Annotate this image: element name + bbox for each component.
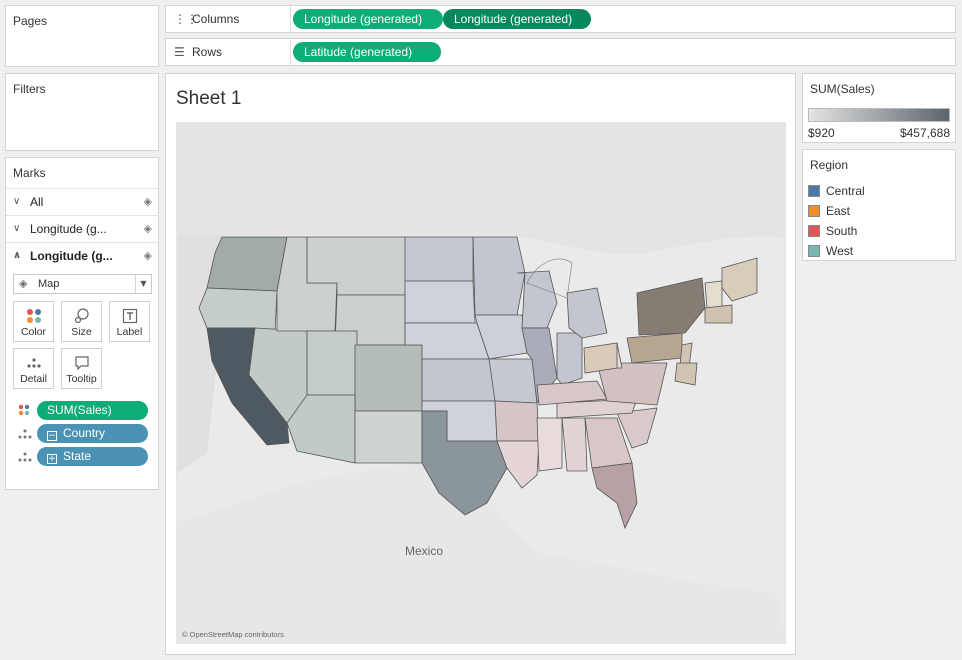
- filters-panel[interactable]: Filters: [5, 73, 159, 151]
- color-button[interactable]: Color: [13, 301, 54, 342]
- size-button[interactable]: Size: [61, 301, 102, 342]
- sheet-view: Sheet 1: [165, 73, 796, 655]
- rows-label-text: Rows: [192, 45, 223, 59]
- columns-shelf-label: ⋮⋮Columns: [166, 6, 291, 32]
- region-item-central[interactable]: Central: [808, 184, 865, 200]
- marks-card-all[interactable]: ∨ All ◈: [6, 188, 159, 215]
- expand-icon[interactable]: +: [47, 454, 57, 464]
- marks-panel: Marks ∨ All ◈ ∨ Longitude (g... ◈ ∧ Long…: [5, 157, 159, 490]
- size-icon: [62, 302, 101, 324]
- region-legend-title: Region: [810, 158, 849, 172]
- country-pill[interactable]: − Country: [37, 424, 148, 443]
- region-west: [198, 236, 423, 464]
- detail-dots-icon: [18, 428, 32, 443]
- region-label: West: [826, 244, 854, 258]
- detail-button-label: Detail: [20, 373, 47, 385]
- mark-type-value: Map: [38, 278, 60, 290]
- region-label: South: [826, 224, 858, 238]
- latitude-pill[interactable]: Latitude (generated): [293, 42, 441, 62]
- sheet-title[interactable]: Sheet 1: [176, 88, 242, 109]
- longitude-pill-1[interactable]: Longitude (generated): [293, 9, 443, 29]
- tooltip-button[interactable]: Tooltip: [61, 348, 102, 389]
- pill-label: Longitude (generated): [454, 12, 573, 26]
- chevron-down-icon: ∨: [13, 223, 21, 234]
- marks-card-label: Longitude (g...: [30, 222, 107, 236]
- pages-panel[interactable]: Pages: [5, 5, 159, 67]
- tooltip-icon: [62, 349, 101, 371]
- map-view[interactable]: Mexico © OpenStreetMap contributors: [176, 122, 786, 644]
- tooltip-button-label: Tooltip: [66, 373, 97, 385]
- map-icon: ◈: [19, 277, 28, 290]
- pill-label: Country: [63, 426, 106, 440]
- chevron-up-icon: ∧: [13, 250, 22, 261]
- collapse-icon[interactable]: −: [47, 431, 57, 441]
- pages-title: Pages: [13, 14, 48, 28]
- color-dots-icon: [18, 404, 30, 419]
- text-label-icon: [110, 302, 149, 324]
- region-item-south[interactable]: South: [808, 224, 857, 240]
- columns-label-text: Columns: [192, 12, 240, 26]
- map-icon: ◈: [143, 195, 152, 208]
- swatch-east: [808, 205, 820, 217]
- swatch-west: [808, 245, 820, 257]
- columns-shelf[interactable]: ⋮⋮Columns Longitude (generated) Longitud…: [165, 5, 956, 33]
- marks-card-label: Longitude (g...: [30, 249, 113, 263]
- size-button-label: Size: [71, 326, 92, 338]
- mark-type-dropdown[interactable]: ◈ Map ▼: [13, 274, 152, 294]
- region-label: Central: [826, 184, 865, 198]
- pill-label: State: [63, 449, 92, 463]
- detail-dots-icon: [14, 349, 53, 371]
- label-button-label: Label: [116, 326, 143, 338]
- sales-legend-max: $457,688: [899, 126, 950, 140]
- columns-icon: ⋮⋮: [174, 12, 198, 26]
- marks-card-longitude-2[interactable]: ∧ Longitude (g... ◈: [6, 242, 159, 269]
- sales-legend: SUM(Sales) $920 $457,688: [802, 73, 956, 143]
- map-attribution: © OpenStreetMap contributors: [182, 630, 284, 639]
- swatch-south: [808, 225, 820, 237]
- map-icon: ◈: [143, 222, 152, 235]
- sales-gradient-bar: [808, 108, 950, 122]
- rows-icon: ☰: [174, 45, 185, 59]
- label-button[interactable]: Label: [109, 301, 150, 342]
- map-icon: ◈: [143, 249, 152, 262]
- region-central: [404, 236, 608, 516]
- marks-title: Marks: [13, 166, 46, 180]
- pill-label: Latitude (generated): [304, 45, 413, 59]
- caret-down-icon: ▼: [135, 275, 151, 293]
- region-east: [583, 257, 758, 386]
- region-legend: Region Central East South West: [802, 149, 956, 261]
- mexico-label: Mexico: [405, 544, 443, 558]
- sum-sales-pill[interactable]: SUM(Sales): [37, 401, 148, 420]
- region-item-west[interactable]: West: [808, 244, 853, 260]
- marks-card-label: All: [30, 195, 44, 209]
- color-dots-icon: [14, 302, 53, 324]
- region-item-east[interactable]: East: [808, 204, 850, 220]
- rows-shelf[interactable]: ☰ Rows Latitude (generated): [165, 38, 956, 66]
- chevron-down-icon: ∨: [13, 196, 21, 207]
- region-label: East: [826, 204, 851, 218]
- swatch-central: [808, 185, 820, 197]
- color-button-label: Color: [20, 326, 47, 338]
- pill-label: Longitude (generated): [304, 12, 423, 26]
- sales-legend-min: $920: [808, 126, 835, 140]
- pill-label: SUM(Sales): [47, 403, 112, 417]
- map-canvas: Mexico: [177, 123, 785, 643]
- region-south: [494, 342, 668, 530]
- filters-title: Filters: [13, 82, 46, 96]
- detail-dots-icon: [18, 451, 32, 466]
- sales-legend-title: SUM(Sales): [810, 82, 875, 96]
- state-pill[interactable]: + State: [37, 447, 148, 466]
- rows-shelf-label: ☰ Rows: [166, 39, 291, 65]
- longitude-pill-2[interactable]: Longitude (generated): [443, 9, 591, 29]
- marks-card-longitude-1[interactable]: ∨ Longitude (g... ◈: [6, 215, 159, 242]
- detail-button[interactable]: Detail: [13, 348, 54, 389]
